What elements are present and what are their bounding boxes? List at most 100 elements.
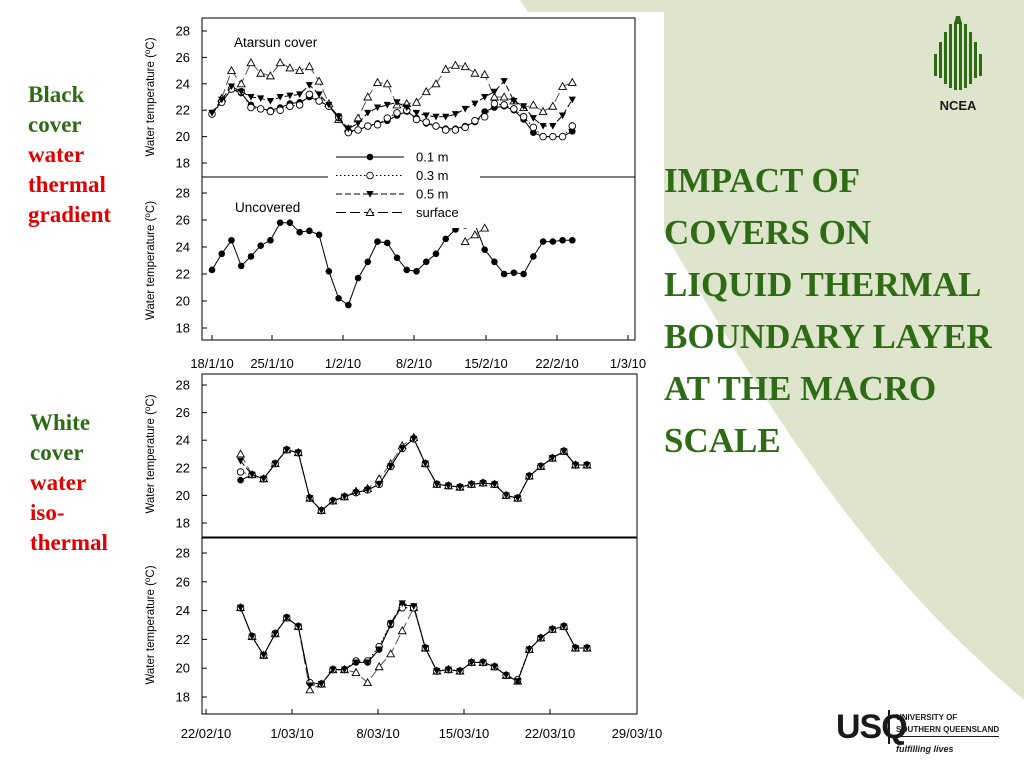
data-point <box>294 449 302 457</box>
data-point <box>352 659 360 667</box>
black-cover-label: Black cover water thermal gradient <box>28 80 111 230</box>
data-point <box>432 113 440 121</box>
data-point <box>499 92 509 101</box>
data-point <box>481 246 488 253</box>
series-05-m <box>236 435 591 515</box>
black-label-line: cover <box>28 112 82 137</box>
y-tick-label: 18 <box>176 156 190 171</box>
data-point <box>467 659 476 667</box>
data-point <box>441 126 450 134</box>
data-point <box>375 646 383 654</box>
data-point <box>460 61 470 71</box>
data-point <box>296 91 304 98</box>
data-point <box>363 486 372 494</box>
y-tick-label: 26 <box>176 405 190 420</box>
data-point <box>571 462 580 469</box>
y-tick-label: 28 <box>176 546 190 561</box>
data-point <box>366 191 374 198</box>
data-point <box>329 497 337 505</box>
y-tick-label: 18 <box>176 690 190 705</box>
data-point <box>256 105 265 113</box>
data-point <box>444 482 453 490</box>
data-point <box>548 101 558 110</box>
data-point <box>237 262 245 270</box>
usq-logo-line1: UNIVERSITY OF <box>896 713 958 722</box>
y-axis-label-text: Water temperature ( <box>145 582 157 685</box>
data-point <box>393 109 401 117</box>
data-point <box>530 253 537 260</box>
data-point <box>422 258 430 266</box>
plot-frame <box>201 537 638 715</box>
data-point <box>510 269 518 276</box>
y-tick-label: 24 <box>176 76 190 91</box>
series-line <box>211 222 573 306</box>
data-point <box>514 678 522 685</box>
legend-label: 0.3 m <box>416 168 449 183</box>
series-line <box>240 437 587 512</box>
data-point <box>444 666 453 674</box>
x-tick-label: 25/1/10 <box>250 356 293 371</box>
data-point <box>412 115 421 124</box>
legend-entry: 0.3 m <box>336 168 449 183</box>
y-axis-label-superscript: o <box>143 577 152 582</box>
data-point <box>530 129 537 136</box>
data-point <box>364 122 372 130</box>
data-point <box>398 445 406 453</box>
data-point <box>502 492 510 499</box>
data-point <box>296 228 303 236</box>
data-point <box>559 236 566 244</box>
data-point <box>286 102 294 110</box>
series-01-m <box>237 435 591 514</box>
x-tick-label: 29/03/10 <box>612 726 663 741</box>
data-point <box>411 97 422 106</box>
data-point <box>306 227 313 235</box>
data-point <box>226 65 237 75</box>
data-point <box>236 468 245 476</box>
slide-title: IMPACT OF COVERS ON LIQUID THERMAL BOUND… <box>664 161 992 460</box>
series-03-m <box>208 85 577 141</box>
series-line <box>240 436 587 512</box>
data-point <box>325 268 333 275</box>
data-point <box>304 61 314 71</box>
series-line <box>221 61 573 130</box>
data-point <box>247 253 255 260</box>
chart-area-backdrop <box>140 12 664 742</box>
data-point <box>481 108 488 115</box>
data-point <box>365 207 375 216</box>
data-point <box>539 123 547 130</box>
data-point <box>397 626 407 635</box>
y-tick-label: 28 <box>176 186 190 201</box>
data-point <box>410 603 418 610</box>
data-point <box>480 223 490 232</box>
data-point <box>442 113 450 121</box>
y-axis-label-text: Water temperature ( <box>145 217 157 320</box>
data-point <box>354 120 362 127</box>
data-point <box>364 258 372 266</box>
data-point <box>480 69 490 79</box>
x-tick-label: 1/3/10 <box>610 356 646 371</box>
data-point <box>480 113 489 121</box>
data-point <box>260 652 268 659</box>
data-point <box>208 266 216 274</box>
data-point <box>236 604 245 612</box>
data-point <box>431 79 441 88</box>
data-point <box>490 88 498 96</box>
data-point <box>340 666 349 674</box>
y-tick-label: 28 <box>176 24 190 39</box>
data-point <box>398 600 406 607</box>
data-point <box>236 79 246 88</box>
data-point <box>510 105 518 113</box>
data-point <box>520 103 528 110</box>
data-point <box>354 274 362 282</box>
data-point <box>500 101 508 109</box>
data-point <box>450 60 461 69</box>
chart-panel-black-top: 18 20 22 24 26 28 Water temperature (oC) Atarsu… <box>143 17 636 178</box>
data-point <box>334 113 343 121</box>
data-point <box>421 86 431 96</box>
data-point <box>442 235 450 243</box>
y-axis-label-unit: C) <box>145 394 157 406</box>
data-point <box>265 71 275 80</box>
series-all-depths <box>208 219 576 309</box>
x-tick-label: 22/03/10 <box>525 726 576 741</box>
